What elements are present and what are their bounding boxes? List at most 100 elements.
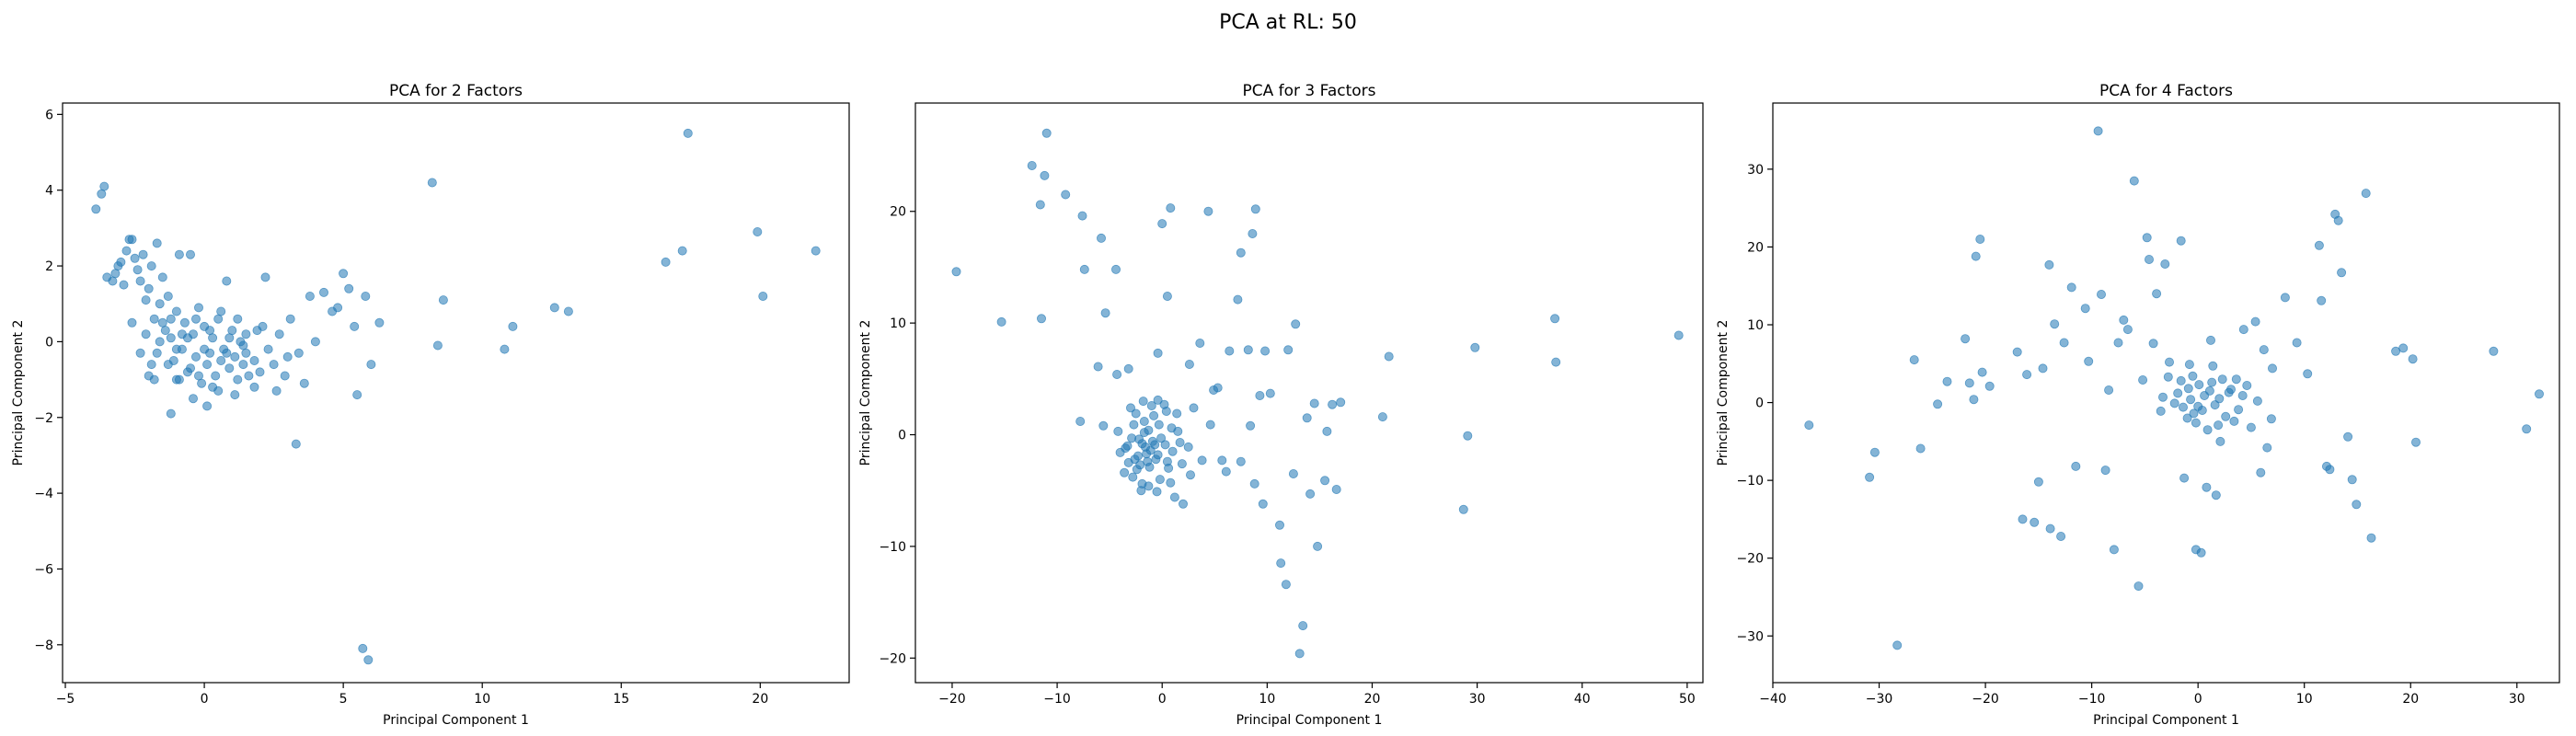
scatter-point <box>2259 345 2269 355</box>
scatter-point <box>188 394 198 404</box>
scatter-point <box>1115 447 1125 457</box>
plot-area-frame <box>62 102 850 684</box>
scatter-point <box>233 314 243 324</box>
scatter-point <box>2084 356 2094 366</box>
scatter-point <box>1123 363 1133 374</box>
scatter-point <box>366 360 376 370</box>
scatter-point <box>2267 363 2277 374</box>
scatter-point <box>171 344 181 354</box>
scatter-point <box>2176 236 2186 246</box>
scatter-point <box>174 249 184 259</box>
scatter-point <box>2366 533 2376 543</box>
scatter-point <box>1149 410 1159 420</box>
y-tick-label: 20 <box>1747 240 1764 255</box>
scatter-point <box>2211 490 2221 500</box>
chart-title: PCA for 3 Factors <box>1242 82 1375 100</box>
scatter-point <box>2122 325 2133 335</box>
scatter-point <box>291 439 301 449</box>
scatter-point <box>1061 190 1071 200</box>
y-tick-label: −8 <box>34 638 53 653</box>
scatter-point <box>2179 473 2190 483</box>
scatter-point <box>222 348 232 358</box>
scatter-point <box>1157 219 1167 229</box>
scatter-point <box>352 390 362 400</box>
scatter-point <box>2280 293 2290 303</box>
x-tick-label: 50 <box>1679 692 1696 707</box>
scatter-point <box>2176 375 2186 385</box>
y-tick-label: 4 <box>45 184 53 199</box>
scatter-point <box>255 367 265 377</box>
scatter-point <box>1137 439 1147 449</box>
scatter-point <box>1139 428 1149 438</box>
scatter-point <box>1313 541 1323 551</box>
scatter-point <box>213 385 224 396</box>
scatter-point <box>1377 412 1387 422</box>
scatter-point <box>1111 264 1121 274</box>
scatter-point <box>1250 204 1260 214</box>
scatter-point <box>1964 378 1974 388</box>
scatter-point <box>193 303 203 313</box>
scatter-point <box>121 246 132 256</box>
y-tick-label: 30 <box>1747 163 1764 178</box>
scatter-point <box>1135 460 1145 470</box>
scatter-point <box>2489 346 2499 356</box>
scatter-point <box>2059 338 2069 348</box>
scatter-point <box>160 326 170 336</box>
scatter-point <box>2221 411 2231 421</box>
scatter-point <box>2056 532 2066 542</box>
scatter-points <box>91 128 821 665</box>
scatter-point <box>661 257 671 267</box>
scatter-point <box>157 317 167 328</box>
x-tick-label: 10 <box>1259 692 1275 707</box>
scatter-point <box>2207 377 2217 387</box>
y-tick-label: 10 <box>1747 318 1764 333</box>
scatter-point <box>1217 455 1227 466</box>
scatter-point <box>1153 395 1163 405</box>
scatter-point <box>144 283 154 293</box>
x-tick-label: −40 <box>1759 692 1787 707</box>
scatter-point <box>1160 440 1170 450</box>
scatter-point <box>358 643 368 653</box>
scatter-point <box>1961 334 1971 344</box>
scatter-point <box>1189 403 1199 413</box>
x-tick-label: 20 <box>1364 692 1381 707</box>
scatter-point <box>1172 408 1182 419</box>
scatter-point <box>1305 489 1316 499</box>
scatter-point <box>2205 335 2215 345</box>
scatter-point <box>182 333 192 343</box>
scatter-point <box>1154 420 1164 430</box>
scatter-point <box>318 287 328 297</box>
scatter-point <box>1971 251 1981 261</box>
scatter-point <box>152 348 162 358</box>
scatter-point <box>1035 200 1045 210</box>
scatter-point <box>1281 580 1291 590</box>
scatter-point <box>1139 416 1149 426</box>
scatter-point <box>1203 206 1213 216</box>
scatter-point <box>1146 400 1156 410</box>
scatter-point <box>2408 354 2418 364</box>
scatter-point <box>2182 413 2192 423</box>
scatter-point <box>1255 390 1265 400</box>
scatter-point <box>2189 408 2199 419</box>
scatter-point <box>1977 367 1987 377</box>
scatter-point <box>1112 369 1122 379</box>
scatter-point <box>258 321 268 331</box>
scatter-point <box>1942 376 1952 386</box>
scatter-point <box>2534 389 2544 399</box>
y-tick-label: 0 <box>45 335 53 350</box>
x-tick-label: −5 <box>56 692 75 707</box>
scatter-point <box>2160 259 2170 269</box>
scatter-point <box>2144 254 2154 264</box>
scatter-point <box>2361 189 2371 199</box>
y-tick-label: 6 <box>45 108 53 122</box>
scatter-point <box>1197 455 1207 466</box>
scatter-point <box>2208 361 2218 371</box>
scatter-point <box>91 204 101 214</box>
scatter-point <box>2234 405 2244 415</box>
scatter-point <box>2022 370 2032 380</box>
scatter-point <box>677 246 687 256</box>
scatter-point <box>2119 315 2129 325</box>
x-axis-label: Principal Component 1 <box>1236 713 1383 728</box>
scatter-point <box>2214 394 2225 404</box>
